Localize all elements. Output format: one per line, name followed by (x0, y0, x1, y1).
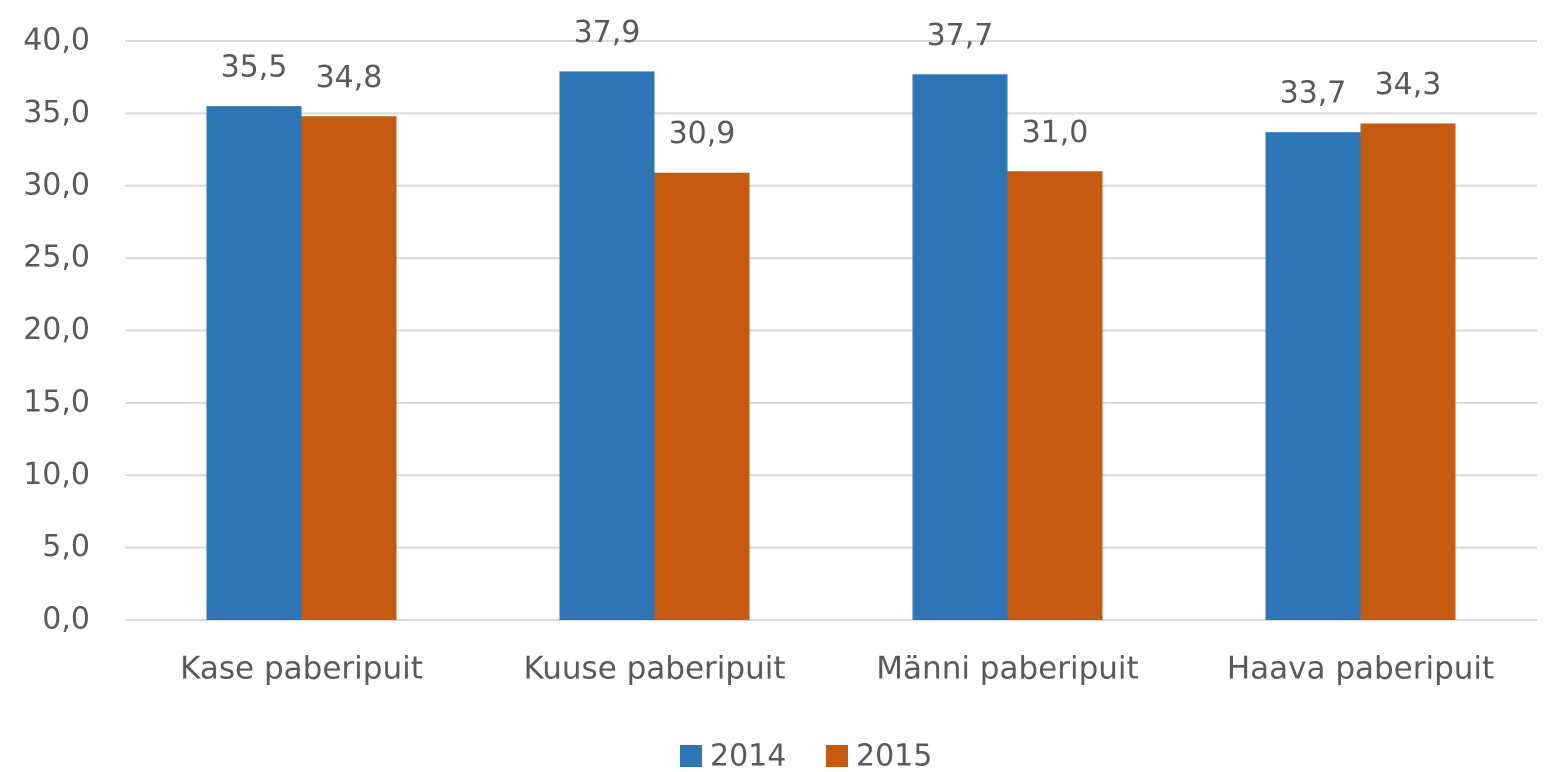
y-tick-label: 20,0 (23, 312, 90, 347)
bar (559, 71, 655, 620)
data-label: 34,3 (1375, 67, 1442, 102)
y-tick-label: 30,0 (23, 167, 90, 202)
data-label: 30,9 (669, 116, 736, 151)
x-tick-label: Haava paberipuit (1227, 651, 1494, 687)
x-tick-label: Männi paberipuit (876, 651, 1138, 687)
y-tick-label: 35,0 (23, 95, 90, 130)
bar (1007, 171, 1103, 620)
y-tick-label: 25,0 (23, 240, 90, 275)
legend-swatch (680, 745, 702, 767)
legend-swatch (826, 745, 848, 767)
legend-label: 2015 (856, 739, 932, 772)
data-label: 34,8 (316, 60, 383, 95)
y-tick-label: 0,0 (42, 602, 90, 637)
data-label: 33,7 (1280, 76, 1347, 111)
data-label: 37,9 (574, 15, 641, 50)
bar (1360, 123, 1456, 620)
y-tick-label: 10,0 (23, 457, 90, 492)
data-label: 35,5 (221, 50, 288, 85)
x-tick-label: Kase paberipuit (180, 651, 423, 687)
bar (912, 74, 1008, 621)
bar (301, 116, 397, 621)
y-tick-label: 40,0 (23, 23, 90, 58)
bar (206, 106, 302, 620)
y-tick-label: 5,0 (42, 529, 90, 564)
legend-label: 2014 (710, 739, 786, 772)
y-tick-label: 15,0 (23, 384, 90, 419)
data-label: 31,0 (1022, 115, 1089, 150)
x-tick-label: Kuuse paberipuit (523, 651, 785, 687)
data-label: 37,7 (927, 18, 994, 53)
bar (654, 172, 750, 620)
bar (1265, 132, 1361, 620)
